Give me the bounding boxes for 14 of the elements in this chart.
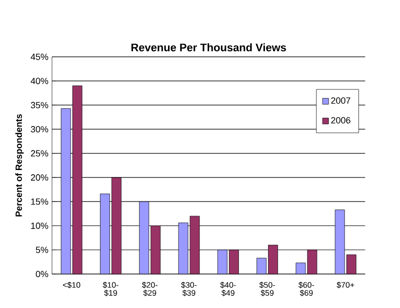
y-tick-label: 0%: [36, 270, 48, 278]
legend-label: 2006: [331, 117, 350, 124]
y-tick-label: 30%: [30, 126, 48, 132]
y-tick-label: 10%: [31, 222, 48, 229]
legend-label: 2007: [331, 97, 350, 104]
y-tick-label: 15%: [31, 198, 48, 205]
y-tick-label: 40%: [30, 78, 48, 84]
y-tick-label: 45%: [30, 54, 48, 60]
y-tick-label: 35%: [30, 102, 48, 108]
y-tick-label: 5%: [36, 246, 48, 254]
chart-title: Revenue Per Thousand Views: [131, 43, 286, 52]
y-axis-title: Percent of Respondents: [15, 114, 24, 216]
y-tick-label: 20%: [30, 174, 48, 181]
y-tick-label: 25%: [30, 150, 48, 157]
